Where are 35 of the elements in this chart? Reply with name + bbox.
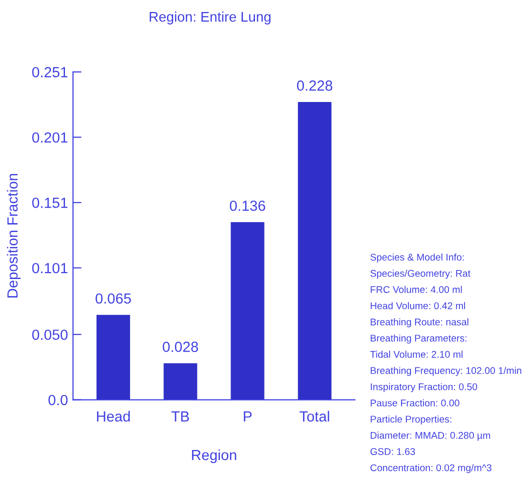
text: Species & Model Info: [370,253,464,263]
x-tick-label: TB [171,411,189,422]
y-tick-label: 0.251 [32,67,68,78]
text: Breathing Parameters: [370,334,466,344]
y-tick-label: 0.050 [32,330,68,340]
x-tick-label: Head [97,410,130,422]
x-tick-label: Total [300,410,330,422]
text: Head Volume: 0.42 ml [370,302,466,310]
x-tick-label: P [244,411,252,422]
data-label: 0.136 [230,200,266,211]
data-label: 0.228 [297,80,332,91]
text: FRC Volume: 4.00 ml [370,286,462,294]
text: Particle Properties: [370,415,452,425]
x-axis-title: Region [192,449,236,464]
text: GSD: 1.63 [370,448,415,456]
bar [298,102,332,400]
text: Tidal Volume: 2.10 ml [370,350,462,358]
text: Breathing Frequency: 102.00 1/min [370,366,522,376]
text: Species/Geometry: Rat [370,270,470,279]
y-axis-title: Deposition Fraction [6,174,21,298]
text: Inspiratory Fraction: 0.50 [370,383,478,392]
text: Concentration: 0.02 mg/m^3 [370,464,492,474]
bar [96,314,130,400]
text: Pause Fraction: 0.00 [370,399,460,406]
y-tick-label: 0.0 [48,394,68,406]
y-tick-label: 0.101 [32,262,68,274]
text: Breathing Route: nasal [370,318,468,328]
bar [164,363,198,400]
text: Diameter: MMAD: 0.280 µm [370,432,490,441]
bar [230,222,264,400]
data-label: 0.028 [162,342,198,352]
chart-title: Region: Entire Lung [150,12,270,24]
data-label: 0.065 [96,293,131,304]
y-tick-label: 0.201 [32,132,68,143]
y-tick-label: 0.151 [32,198,68,208]
